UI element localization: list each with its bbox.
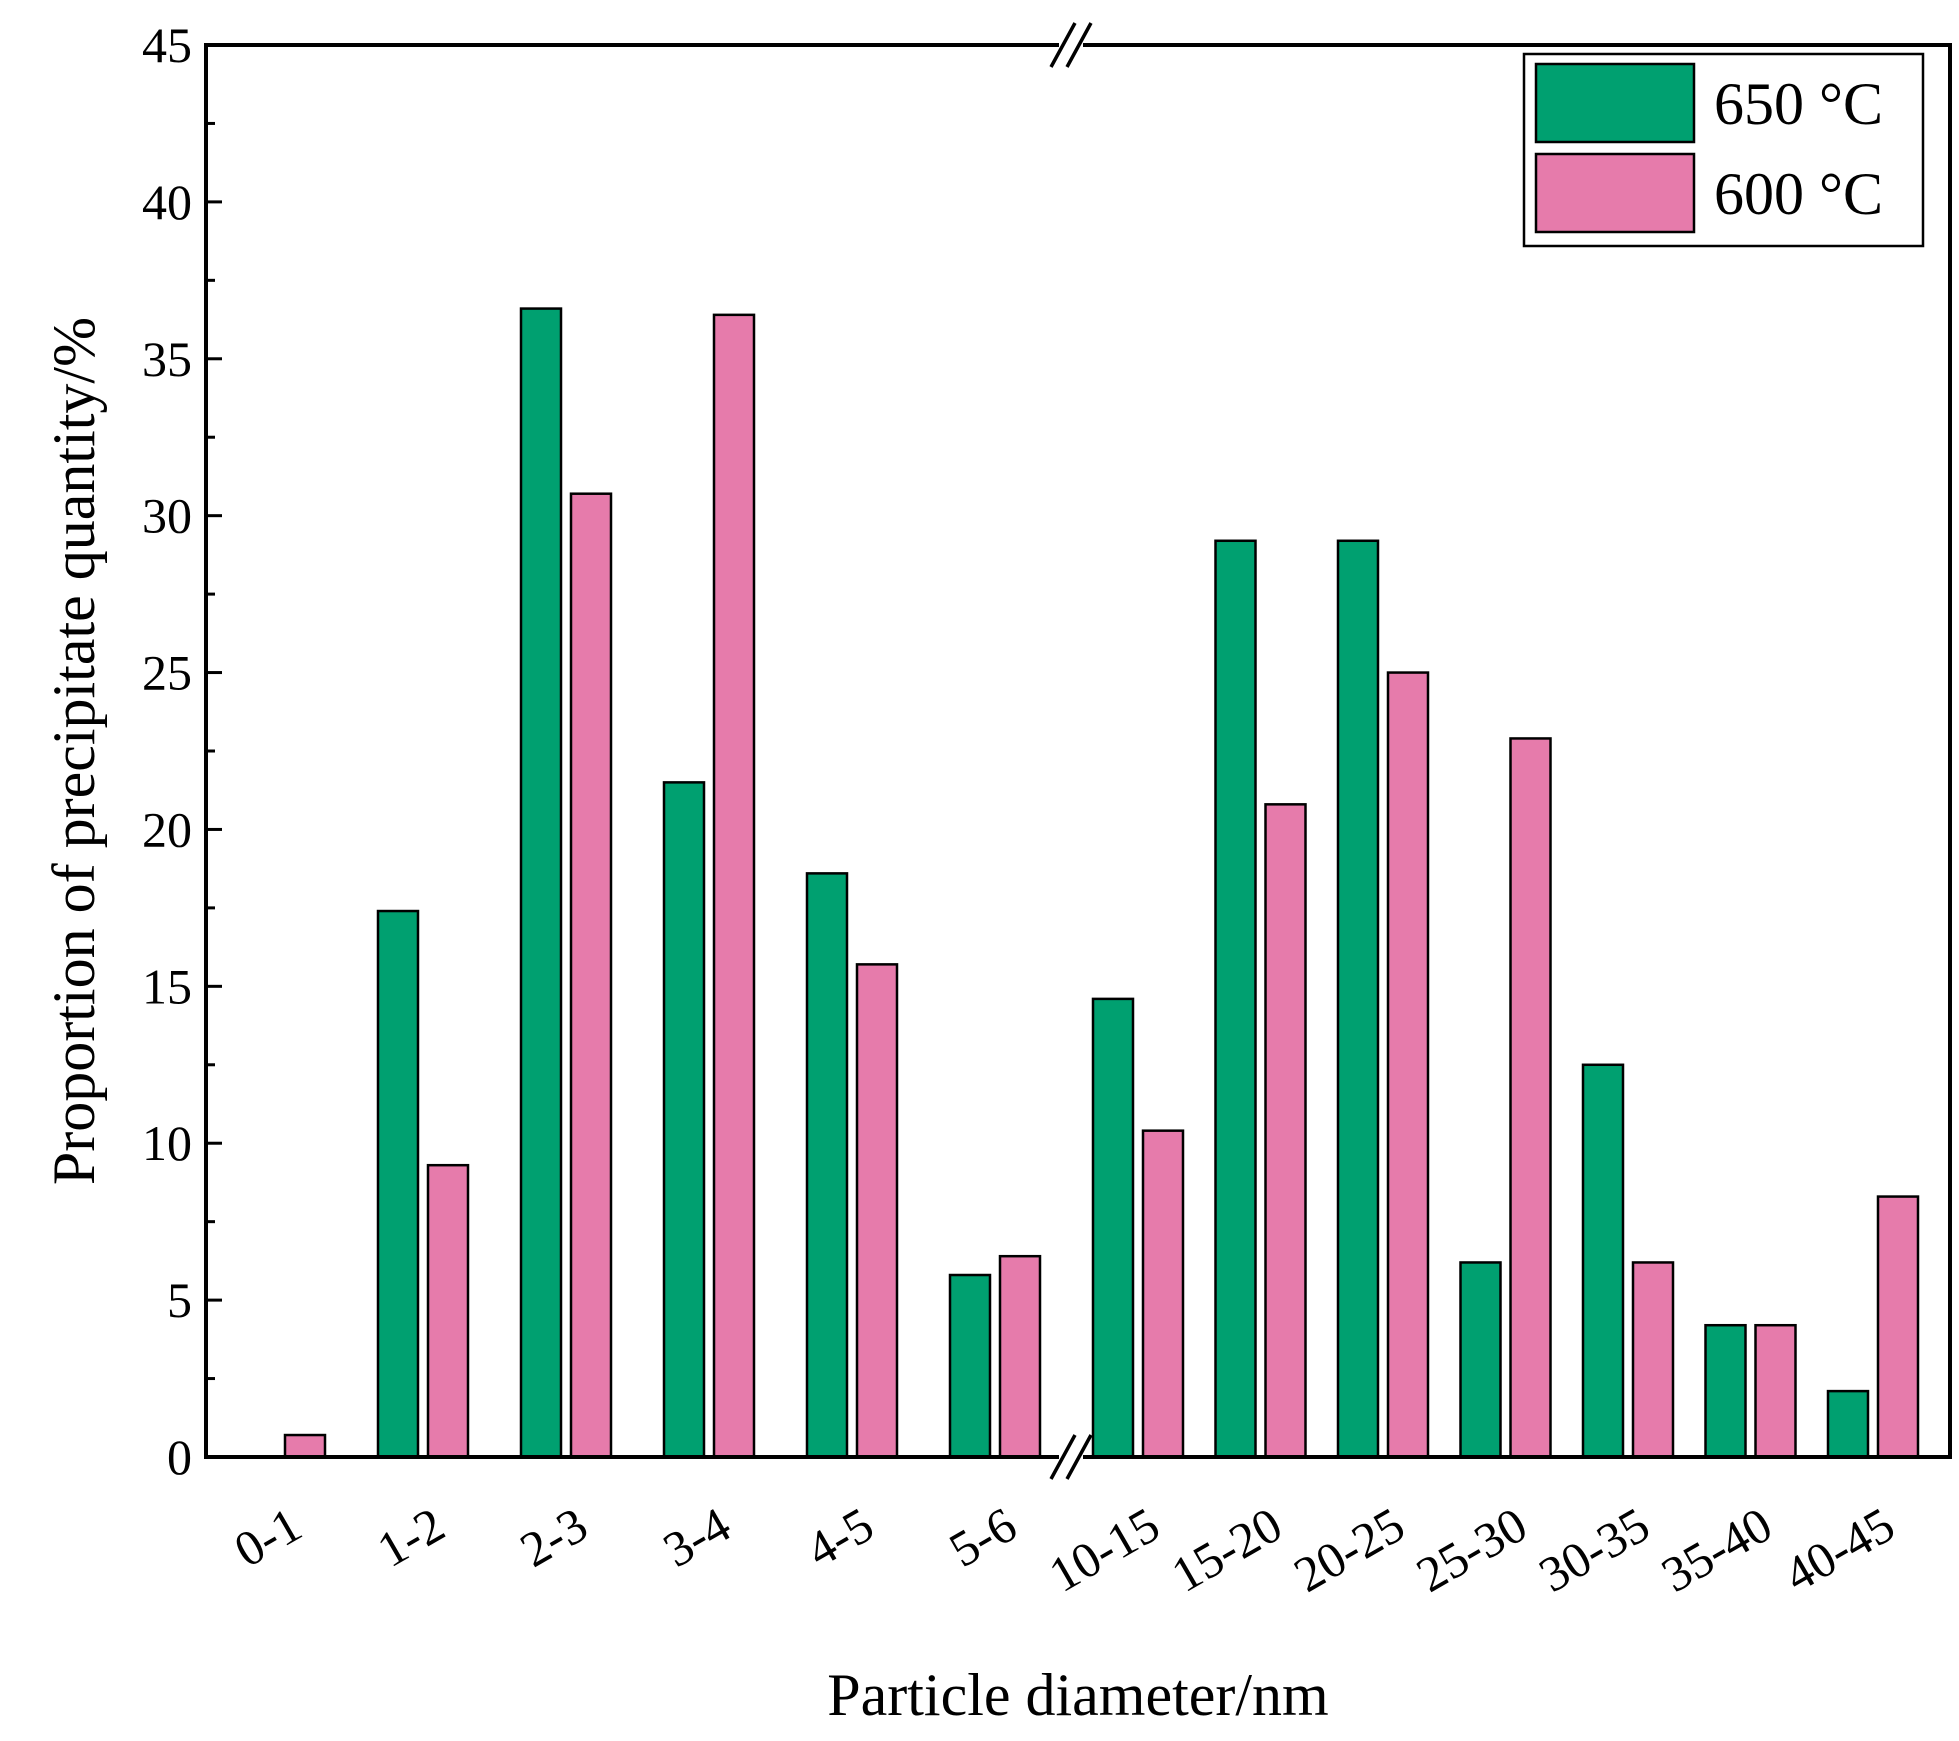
bar-650c-2-3 — [519, 307, 563, 1459]
bar-600c-25-30 — [1509, 737, 1552, 1459]
bar-600c-40-45 — [1876, 1195, 1920, 1459]
bar-650c-35-40 — [1704, 1323, 1747, 1459]
bar-650c-10-15 — [1091, 997, 1135, 1459]
y-tick-label: 0 — [167, 1429, 192, 1485]
bars-layer — [283, 307, 1920, 1459]
y-tick-label: 15 — [142, 958, 192, 1014]
bottom-axis-break-mark — [1065, 1434, 1093, 1480]
legend: 650 °C 600 °C — [1522, 52, 1925, 248]
bar-600c-2-3 — [569, 492, 613, 1459]
y-tick-label: 20 — [142, 801, 192, 857]
legend-swatch-650 — [1534, 62, 1696, 144]
y-axis-ticks: 0 5 10 15 20 25 30 35 40 45 — [142, 17, 222, 1485]
bar-650c-25-30 — [1459, 1261, 1502, 1459]
bar-600c-30-35 — [1631, 1261, 1675, 1459]
legend-label: 600 °C — [1714, 161, 1883, 227]
bar-600c-15-20 — [1264, 803, 1307, 1459]
y-tick-label: 45 — [142, 17, 192, 73]
legend-swatch-600 — [1534, 152, 1696, 234]
bottom-axis-break-mark — [1049, 1434, 1077, 1480]
bar-650c-5-6 — [948, 1273, 992, 1459]
y-tick-label: 30 — [142, 488, 192, 544]
y-tick-label: 40 — [142, 174, 192, 230]
bar-650c-1-2 — [376, 909, 420, 1459]
y-tick-label: 25 — [142, 645, 192, 701]
y-tick-label: 35 — [142, 331, 192, 387]
bar-650c-4-5 — [805, 872, 849, 1459]
bar-600c-4-5 — [855, 963, 899, 1459]
bar-600c-10-15 — [1141, 1129, 1185, 1459]
bar-600c-3-4 — [712, 313, 756, 1459]
bar-650c-40-45 — [1826, 1389, 1870, 1459]
x-axis-label: Particle diameter/nm — [827, 1662, 1328, 1728]
legend-label: 650 °C — [1714, 71, 1883, 137]
bar-600c-20-25 — [1386, 671, 1430, 1459]
bar-650c-3-4 — [662, 781, 706, 1459]
top-axis-break-mark — [1065, 22, 1093, 68]
bar-650c-30-35 — [1581, 1063, 1625, 1459]
bar-600c-35-40 — [1754, 1323, 1797, 1459]
y-tick-label: 10 — [142, 1115, 192, 1171]
top-axis-break-mark — [1049, 22, 1077, 68]
bar-600c-5-6 — [998, 1254, 1042, 1459]
axis-break-marks — [1049, 22, 1093, 1480]
bar-650c-15-20 — [1214, 539, 1257, 1459]
y-axis-label: Proportion of precipitate quantity/% — [41, 317, 107, 1185]
y-tick-label: 5 — [167, 1272, 192, 1328]
bar-600c-1-2 — [426, 1163, 470, 1459]
bar-600c-0-1 — [283, 1433, 327, 1459]
bar-650c-20-25 — [1336, 539, 1380, 1459]
